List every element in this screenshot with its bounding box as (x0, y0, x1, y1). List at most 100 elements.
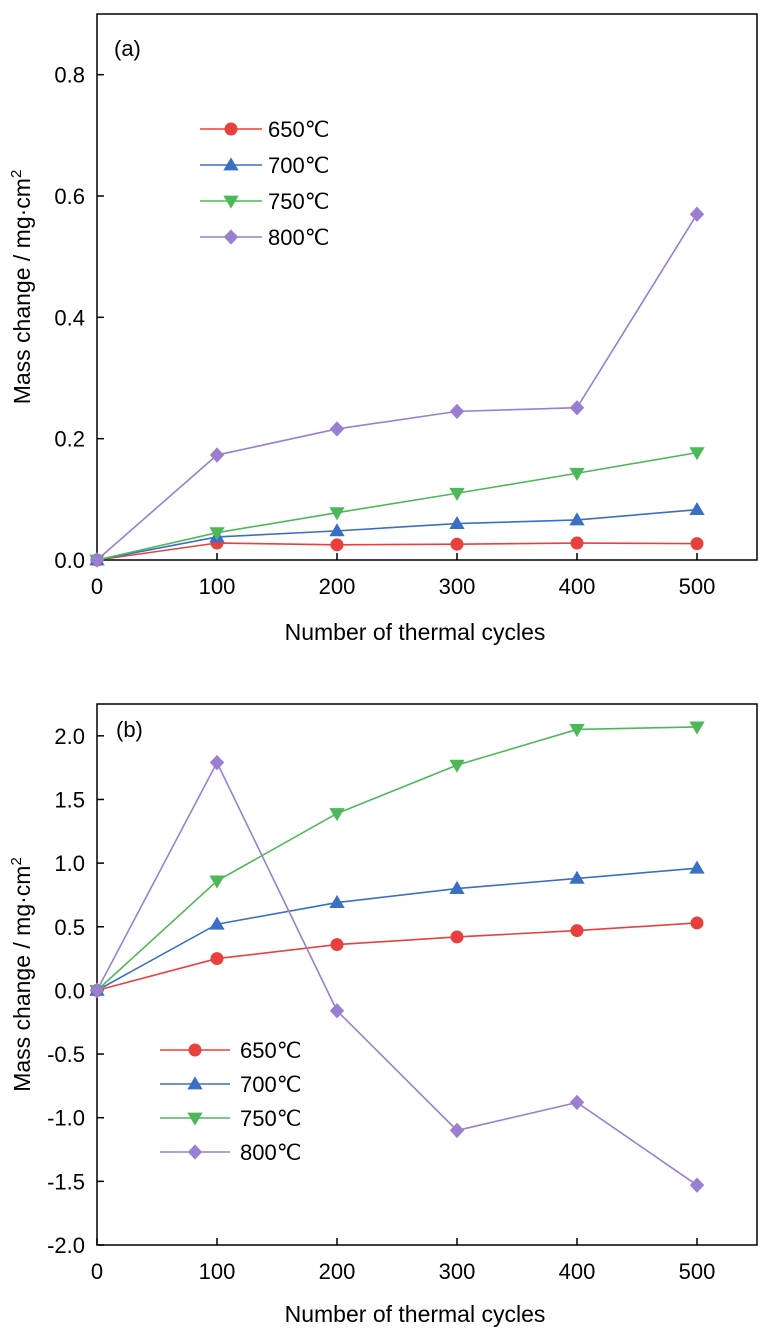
data-point (330, 938, 344, 952)
legend-marker (224, 122, 238, 136)
y-axis-label: Mass change / mg·cm2 (8, 170, 35, 405)
legend-marker (223, 157, 239, 171)
data-point (449, 515, 465, 529)
x-tick-label: 100 (199, 1259, 236, 1284)
data-point (569, 1094, 585, 1111)
data-point (689, 1177, 705, 1193)
data-point (89, 982, 105, 999)
data-point (450, 537, 464, 551)
legend-label: 700℃ (240, 1072, 301, 1097)
x-tick-label: 300 (439, 574, 476, 599)
series-4 (89, 754, 705, 1193)
x-tick-label: 400 (559, 1259, 596, 1284)
data-point (209, 754, 225, 771)
y-tick-label: 2.0 (54, 724, 85, 749)
x-tick-label: 100 (199, 574, 236, 599)
series-line (96, 451, 698, 561)
legend-marker (188, 1043, 202, 1057)
series-line (96, 922, 698, 992)
y-tick-label: 0.8 (54, 63, 85, 88)
data-point (569, 512, 585, 526)
y-tick-label: 0.4 (54, 305, 85, 330)
series-line (96, 542, 698, 561)
y-tick-label: -0.5 (47, 1042, 85, 1067)
data-point (450, 930, 464, 944)
data-point (690, 916, 704, 930)
data-point (329, 808, 345, 822)
plot-frame (96, 703, 758, 1246)
data-point (449, 759, 465, 773)
legend-label: 750℃ (268, 189, 329, 214)
y-tick-label: -1.5 (47, 1169, 85, 1194)
chart-panel-a: 0 100 200 300 400 500 0.0 0.2 0.4 0.6 0.8 Number of… (8, 13, 758, 645)
data-point (449, 880, 465, 894)
series-3 (89, 447, 705, 568)
data-point (210, 952, 224, 966)
legend: 650℃ 700℃ 750℃ 800℃ (200, 117, 329, 250)
series-line (96, 726, 698, 992)
x-tick-label: 200 (319, 574, 356, 599)
data-point (89, 552, 105, 568)
y-axis-label-superscript: 2 (8, 857, 25, 865)
x-tick-label: 300 (439, 1259, 476, 1284)
series-2 (89, 501, 705, 566)
panel-label: (b) (116, 717, 143, 742)
data-point (689, 860, 705, 874)
data-point (209, 916, 225, 930)
x-tick-label: 0 (91, 1259, 103, 1284)
chart-panel-b: 0 100 200 300 400 500 -2.0 -1.5 -1.0 -0.5 0.0 0.5 1.… (8, 703, 758, 1327)
data-point (329, 894, 345, 908)
series-1 (90, 916, 704, 997)
data-point (690, 537, 704, 551)
legend-marker (187, 1144, 203, 1160)
y-axis-label: Mass change / mg·cm2 (8, 857, 35, 1092)
x-axis-label: Number of thermal cycles (285, 1301, 546, 1327)
legend-label: 700℃ (268, 153, 329, 178)
data-point (569, 870, 585, 884)
data-point (570, 924, 584, 938)
legend-marker (187, 1112, 203, 1126)
data-point (329, 507, 345, 521)
data-point (449, 1122, 465, 1139)
data-point (689, 206, 705, 222)
y-tick-label: 1.5 (54, 787, 85, 812)
legend-label: 750℃ (240, 1106, 301, 1131)
data-point (569, 400, 585, 416)
legend-label: 650℃ (268, 117, 329, 142)
series-3 (89, 721, 705, 999)
y-tick-label: 0.5 (54, 915, 85, 940)
series-line (96, 867, 698, 992)
x-axis-label: Number of thermal cycles (285, 619, 546, 645)
panel-label: (a) (114, 36, 141, 61)
data-point (209, 875, 225, 889)
y-tick-label: -2.0 (47, 1233, 85, 1258)
legend-label: 650℃ (240, 1038, 301, 1063)
data-point (689, 721, 705, 735)
legend-marker (187, 1076, 203, 1090)
data-point (449, 487, 465, 501)
data-point (569, 467, 585, 481)
data-point (570, 536, 584, 550)
legend-label: 800℃ (268, 225, 329, 250)
data-point (330, 538, 344, 552)
data-point (329, 523, 345, 537)
data-point (449, 403, 465, 420)
data-point (689, 447, 705, 461)
y-tick-label: 1.0 (54, 851, 85, 876)
y-tick-label: -1.0 (47, 1106, 85, 1131)
data-point (329, 1003, 345, 1019)
legend-label: 800℃ (240, 1140, 301, 1165)
y-tick-label: 0.2 (54, 427, 85, 452)
y-tick-label: 0.6 (54, 184, 85, 209)
legend: 650℃ 700℃ 750℃ 800℃ (160, 1038, 301, 1165)
y-tick-label: 0.0 (54, 548, 85, 573)
x-tick-label: 200 (319, 1259, 356, 1284)
x-tick-label: 500 (679, 574, 716, 599)
y-tick-label: 0.0 (54, 978, 85, 1003)
x-tick-label: 0 (91, 574, 103, 599)
series-4 (89, 206, 705, 568)
series-2 (89, 860, 705, 996)
data-point (329, 421, 345, 437)
series-line (96, 213, 698, 561)
